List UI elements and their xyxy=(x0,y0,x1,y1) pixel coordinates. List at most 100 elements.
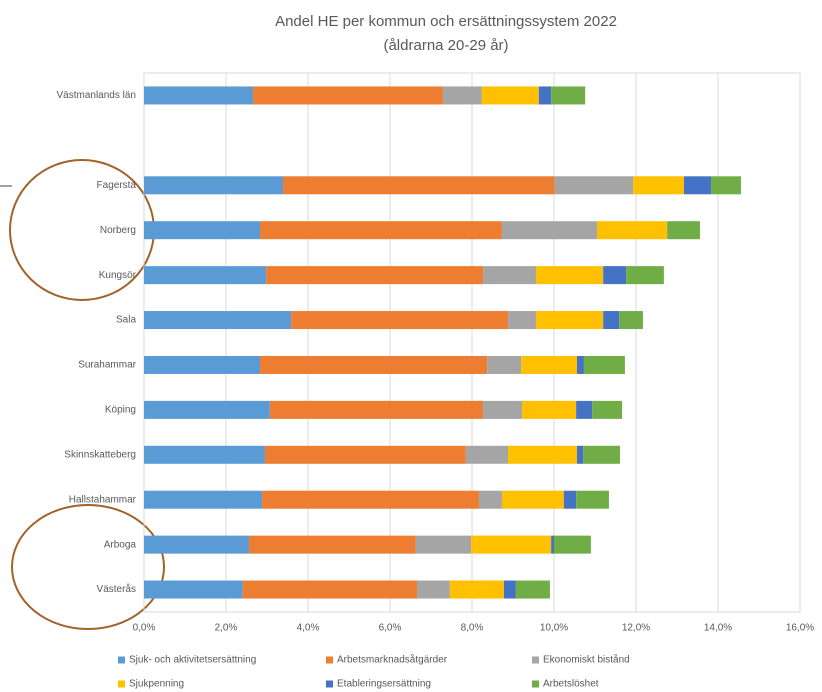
y-tick-label: Fagersta xyxy=(97,180,137,191)
y-tick-label: Hallstahammar xyxy=(69,494,137,505)
legend-swatch xyxy=(532,656,539,664)
bar-segment xyxy=(465,445,509,464)
bar-segment xyxy=(503,580,516,599)
bar-segment xyxy=(260,221,502,240)
bar-segment xyxy=(583,355,625,374)
bar-segment xyxy=(266,266,484,285)
bar-segment xyxy=(415,535,472,554)
bar-segment xyxy=(551,86,586,105)
bar-segment xyxy=(563,490,577,509)
legend-swatch xyxy=(118,656,125,664)
y-tick-label: Arboga xyxy=(104,539,137,550)
y-tick-label: Norberg xyxy=(100,225,136,236)
bar-segment xyxy=(449,580,504,599)
bar-segment xyxy=(262,490,479,509)
bar-segment xyxy=(483,400,523,419)
bar-segment xyxy=(260,355,488,374)
bar-segment xyxy=(248,535,416,554)
y-tick-label: Sala xyxy=(116,315,136,326)
bar-segment xyxy=(478,490,502,509)
y-tick-label: Surahammar xyxy=(78,360,136,371)
bar-segment xyxy=(592,400,623,419)
bar-segment xyxy=(538,86,552,105)
bar-segment xyxy=(576,355,584,374)
bar-segment xyxy=(144,311,292,330)
bar-segment xyxy=(535,311,604,330)
bar-segment xyxy=(576,445,584,464)
legend-swatch xyxy=(532,680,539,688)
legend-label: Arbetslöshet xyxy=(543,679,599,690)
bar-segment xyxy=(471,535,552,554)
bar-segment xyxy=(619,311,643,330)
legend-label: Ekonomiskt bistånd xyxy=(543,654,630,666)
bar-segment xyxy=(417,580,450,599)
chart-subtitle: (åldrarna 20-29 år) xyxy=(383,37,508,54)
y-tick-label: Kungsör xyxy=(99,270,137,281)
legend-swatch xyxy=(326,656,333,664)
bar-segment xyxy=(603,266,627,285)
bar-segment xyxy=(242,580,418,599)
x-tick-label: 6,0% xyxy=(379,623,402,634)
bar-segment xyxy=(576,490,609,509)
bar-segment xyxy=(253,86,443,105)
x-tick-label: 8,0% xyxy=(461,623,484,634)
bar-segment xyxy=(269,400,484,419)
y-tick-label: Västmanlands län xyxy=(57,90,137,101)
bar-segment xyxy=(576,400,593,419)
y-tick-label: Skinnskatteberg xyxy=(64,449,136,460)
legend-label: Sjukpenning xyxy=(129,679,184,690)
bar-segment xyxy=(144,266,267,285)
chart-title: Andel HE per kommun och ersättningssyste… xyxy=(275,13,617,30)
bar-segment xyxy=(554,176,634,195)
bar-segment xyxy=(603,311,620,330)
bar-segment xyxy=(683,176,712,195)
bar-segment xyxy=(583,445,621,464)
bar-segment xyxy=(522,400,577,419)
bar-segment xyxy=(535,266,604,285)
y-tick-label: Köping xyxy=(105,405,136,416)
bar-segment xyxy=(442,86,482,105)
bar-segment xyxy=(144,535,249,554)
bar-segment xyxy=(508,311,536,330)
highlight-circle xyxy=(11,504,165,630)
legend-swatch xyxy=(326,680,333,688)
bar-segment xyxy=(282,176,555,195)
bar-segment xyxy=(264,445,466,464)
bar-segment xyxy=(291,311,509,330)
bar-segment xyxy=(144,580,243,599)
x-tick-label: 2,0% xyxy=(215,623,238,634)
bar-segment xyxy=(144,445,265,464)
legend-label: Etableringsersättning xyxy=(337,679,431,690)
legend-label: Sjuk- och aktivitetsersättning xyxy=(129,655,256,666)
bar-segment xyxy=(481,86,539,105)
bar-segment xyxy=(483,266,536,285)
bar-segment xyxy=(144,176,283,195)
bar-segment xyxy=(554,535,591,554)
x-tick-label: 4,0% xyxy=(297,623,320,634)
bar-segment xyxy=(144,221,261,240)
bar-segment xyxy=(551,535,554,554)
bar-segment xyxy=(521,355,577,374)
y-tick-label: Västerås xyxy=(97,583,136,595)
bar-segment xyxy=(633,176,684,195)
bar-segment xyxy=(508,445,577,464)
bar-segment xyxy=(501,490,564,509)
bar-segment xyxy=(501,221,598,240)
x-tick-label: 16,0% xyxy=(786,623,814,634)
bar-segment xyxy=(711,176,741,195)
bar-segment xyxy=(597,221,668,240)
bar-segment xyxy=(144,355,261,374)
legend-swatch xyxy=(118,680,125,688)
bar-segment xyxy=(515,580,550,599)
bar-segment xyxy=(144,86,254,105)
bar-segment xyxy=(144,490,263,509)
x-tick-label: 0,0% xyxy=(133,623,156,634)
bar-segment xyxy=(667,221,700,240)
bar-segment xyxy=(144,400,270,419)
x-tick-label: 12,0% xyxy=(622,623,650,634)
bar-segment xyxy=(626,266,664,285)
x-tick-label: 14,0% xyxy=(704,623,732,634)
legend-label: Arbetsmarknadsåtgärder xyxy=(337,654,448,666)
